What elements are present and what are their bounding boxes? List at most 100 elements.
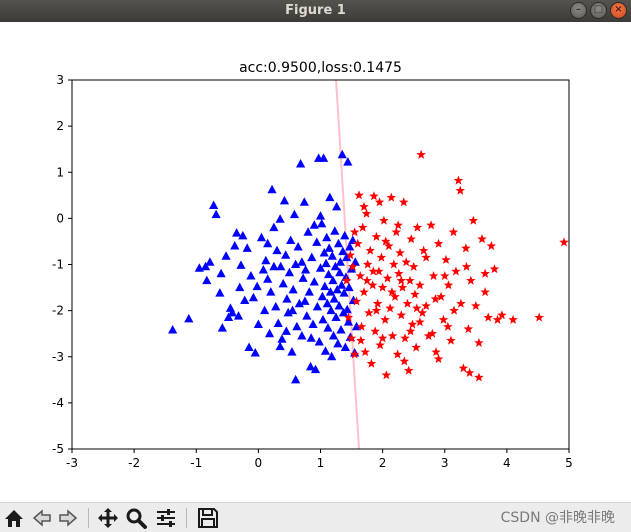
data-point-triangle: [336, 324, 346, 334]
data-point-star: [443, 321, 453, 331]
data-point-triangle: [275, 341, 285, 351]
data-point-triangle: [230, 241, 240, 250]
data-point-star: [380, 236, 391, 246]
minimize-icon[interactable]: –: [570, 2, 587, 19]
data-point-triangle: [264, 328, 275, 338]
data-point-triangle: [261, 255, 271, 265]
data-point-triangle: [326, 305, 336, 315]
data-point-triangle: [330, 261, 341, 271]
data-point-star: [453, 175, 464, 185]
back-button[interactable]: [30, 506, 54, 530]
data-point-triangle: [246, 271, 256, 280]
x-tick-label: -2: [128, 456, 140, 470]
data-point-star: [374, 197, 385, 207]
x-tick-label: -1: [190, 456, 202, 470]
data-point-star: [489, 264, 500, 274]
data-point-star: [356, 321, 367, 331]
data-point-star: [364, 307, 374, 317]
zoom-button[interactable]: [124, 506, 148, 530]
data-point-triangle: [276, 261, 286, 271]
data-point-triangle: [253, 319, 263, 328]
data-point-star: [433, 354, 444, 364]
data-point-star: [415, 280, 425, 290]
data-point-star: [349, 227, 360, 237]
data-point-triangle: [248, 292, 259, 302]
data-point-star: [354, 190, 364, 200]
data-point-star: [455, 185, 466, 195]
data-point-triangle: [341, 272, 351, 281]
y-tick-label: 3: [56, 73, 64, 87]
data-point-star: [376, 252, 387, 262]
data-point-star: [382, 273, 393, 283]
maximize-icon[interactable]: □: [590, 2, 607, 19]
data-point-star: [486, 241, 497, 251]
data-point-triangle: [312, 301, 322, 311]
data-point-triangle: [283, 307, 293, 317]
data-point-triangle: [288, 284, 298, 294]
y-tick-label: 0: [56, 211, 64, 225]
y-tick-label: 2: [56, 119, 64, 133]
data-point-star: [508, 314, 518, 324]
data-point-star: [357, 222, 368, 232]
data-point-triangle: [317, 218, 327, 228]
data-point-star: [415, 317, 425, 327]
data-point-star: [403, 365, 414, 375]
data-point-star: [474, 372, 484, 382]
data-point-triangle: [217, 323, 227, 332]
data-point-star: [366, 358, 377, 368]
data-point-triangle: [289, 209, 300, 219]
forward-button[interactable]: [56, 506, 80, 530]
data-point-triangle: [331, 312, 341, 322]
pan-button[interactable]: [96, 506, 120, 530]
data-point-triangle: [321, 258, 331, 268]
data-point-star: [463, 324, 474, 334]
data-point-star: [534, 312, 544, 322]
data-point-star: [395, 247, 405, 258]
data-point-triangle: [307, 252, 317, 262]
figure-canvas[interactable]: -3 -2 -1 0 1 2 3 4 5 -5 -4 -3 -2 -1 0 1 2 3 acc:0.9500,los…: [0, 22, 631, 502]
data-point-triangle: [325, 287, 336, 296]
y-tick-label: -2: [52, 304, 64, 318]
data-point-triangle: [244, 342, 254, 352]
data-point-star: [448, 227, 459, 237]
data-point-star: [438, 314, 449, 324]
home-button[interactable]: [2, 506, 26, 530]
x-tick-label: 2: [379, 456, 387, 470]
data-point-star: [483, 312, 493, 322]
data-point-star: [346, 333, 357, 343]
data-point-triangle: [232, 228, 242, 237]
data-point-triangle: [269, 261, 279, 271]
data-point-star: [345, 250, 356, 260]
data-point-triangle: [338, 246, 348, 256]
data-point-star: [360, 347, 370, 357]
data-point-star: [400, 333, 410, 343]
y-tick-label: -1: [52, 258, 64, 272]
data-point-star: [370, 326, 380, 336]
data-point-star: [367, 280, 378, 290]
data-point-triangle: [333, 338, 343, 348]
data-point-triangle: [343, 157, 353, 166]
data-point-triangle: [335, 257, 345, 266]
configure-subplots-button[interactable]: [154, 506, 178, 530]
data-point-triangle: [333, 238, 344, 248]
save-button[interactable]: [196, 506, 220, 530]
data-point-triangle: [341, 252, 352, 262]
data-point-triangle: [277, 334, 287, 343]
data-point-triangle: [339, 288, 349, 297]
data-point-triangle: [297, 330, 307, 340]
data-point-triangle: [294, 298, 304, 308]
data-point-triangle: [266, 287, 276, 296]
data-point-star: [377, 333, 388, 343]
data-point-triangle: [259, 305, 270, 315]
y-tick-label: -3: [52, 350, 64, 364]
data-point-star: [461, 243, 471, 253]
window-titlebar[interactable]: Figure 1 – □ ×: [0, 0, 631, 22]
data-point-star: [372, 298, 383, 308]
data-point-star: [380, 314, 390, 324]
close-icon[interactable]: ×: [610, 2, 627, 19]
data-point-star: [433, 238, 444, 248]
data-point-star: [389, 259, 399, 269]
data-point-triangle: [252, 281, 262, 291]
data-point-triangle: [348, 235, 358, 245]
data-point-star: [384, 241, 394, 251]
